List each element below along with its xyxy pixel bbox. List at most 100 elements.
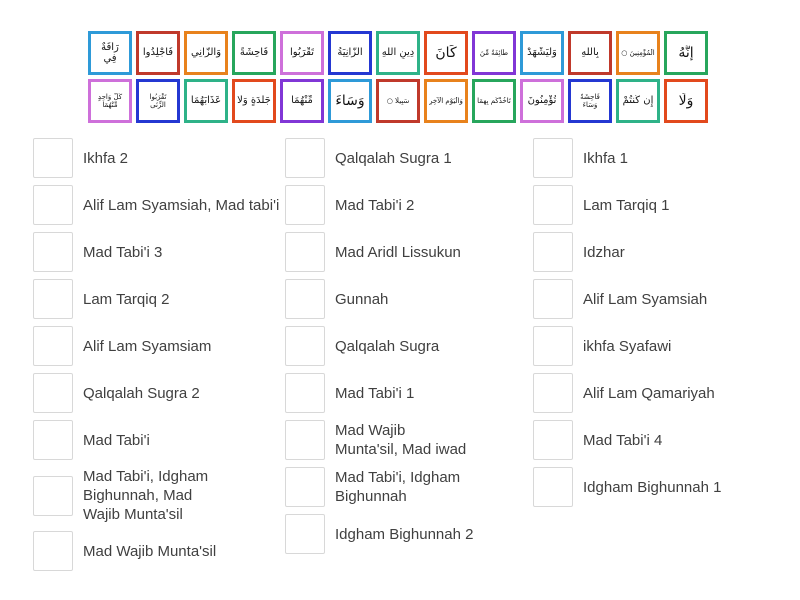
- match-item: Qalqalah Sugra 2: [33, 373, 291, 413]
- answer-label: Idgham Bighunnah 1: [583, 478, 722, 496]
- answer-label: Idzhar: [583, 243, 625, 261]
- quran-word-tile[interactable]: فَاجْلِدُوا: [136, 31, 180, 75]
- answer-column-1: Ikhfa 2 Alif Lam Syamsiah, Mad tabi'i Mad …: [33, 138, 291, 578]
- answer-drop-slot[interactable]: [285, 185, 325, 225]
- answer-label: Lam Tarqiq 2: [83, 290, 170, 308]
- match-item: Mad Tabi'i 3: [33, 232, 291, 272]
- quran-word-tile[interactable]: تَقْرَبُوا: [280, 31, 324, 75]
- quran-word-text: وَلْيَشْهَدْ: [527, 47, 557, 59]
- answer-column-3: Ikhfa 1 Lam Tarqiq 1 Idzhar Alif Lam Syamsi…: [533, 138, 791, 514]
- answer-drop-slot[interactable]: [33, 326, 73, 366]
- match-item: Mad Wajib Munta'sil, Mad iwad: [285, 420, 543, 460]
- quran-word-tile[interactable]: سَبِيلًا ○: [376, 79, 420, 123]
- quran-word-text: وَسَاءَ: [335, 92, 365, 109]
- answer-drop-slot[interactable]: [285, 326, 325, 366]
- answer-drop-slot[interactable]: [533, 373, 573, 413]
- match-item: Idgham Bighunnah 1: [533, 467, 791, 507]
- answer-drop-slot[interactable]: [33, 138, 73, 178]
- quran-word-tile[interactable]: وَالزَّانِي: [184, 31, 228, 75]
- quran-word-tile[interactable]: بِاللَّهِ: [568, 31, 612, 75]
- quran-word-text: إِن كُنتُمْ: [622, 95, 654, 107]
- quran-word-tile[interactable]: إِن كُنتُمْ: [616, 79, 660, 123]
- quran-word-tile[interactable]: مِّنْهُمَا: [280, 79, 324, 123]
- quran-word-tile[interactable]: جَلْدَةٍ وَلَا: [232, 79, 276, 123]
- answer-label: Alif Lam Qamariyah: [583, 384, 715, 402]
- quran-word-text: تَقْرَبُوا الزِّنَى: [149, 92, 167, 109]
- quran-word-tile[interactable]: كُلَّ وَاحِدٍ مِّنْهُمَا: [88, 79, 132, 123]
- match-item: Mad Tabi'i: [33, 420, 291, 460]
- quran-word-text: جَلْدَةٍ وَلَا: [237, 95, 271, 107]
- answer-label: Mad Wajib Munta'sil: [83, 542, 217, 560]
- quran-word-text: رَأْفَةٌ فِي: [101, 41, 119, 65]
- answer-drop-slot[interactable]: [33, 420, 73, 460]
- quran-word-tile[interactable]: الْمُؤْمِنِينَ ○: [616, 31, 660, 75]
- quran-word-text: فَاجْلِدُوا: [142, 47, 174, 59]
- quran-word-tile[interactable]: إِنَّهُ: [664, 31, 708, 75]
- answer-drop-slot[interactable]: [33, 373, 73, 413]
- answer-drop-slot[interactable]: [33, 185, 73, 225]
- match-item: Alif Lam Syamsiam: [33, 326, 291, 366]
- quran-word-tile[interactable]: فَاحِشَةً: [232, 31, 276, 75]
- answer-label: Idgham Bighunnah 2: [335, 525, 474, 543]
- quran-word-text: مِّنْهُمَا: [291, 95, 313, 107]
- answer-label: Ikhfa 2: [83, 149, 129, 167]
- quran-word-tile[interactable]: وَسَاءَ: [328, 79, 372, 123]
- answer-drop-slot[interactable]: [533, 420, 573, 460]
- quran-word-text: إِنَّهُ: [678, 44, 694, 61]
- answer-label: Mad Tabi'i 1: [335, 384, 415, 402]
- quran-word-text: بِاللَّهِ: [581, 47, 599, 59]
- quran-word-text: الْمُؤْمِنِينَ ○: [621, 48, 655, 57]
- answer-label: Mad Tabi'i, Idgham Bighunnah, Mad Wajib …: [83, 468, 209, 523]
- quran-word-tile[interactable]: وَلَا: [664, 79, 708, 123]
- match-item: Lam Tarqiq 1: [533, 185, 791, 225]
- answer-drop-slot[interactable]: [533, 185, 573, 225]
- answer-label: Alif Lam Syamsiam: [83, 337, 212, 355]
- answer-drop-slot[interactable]: [33, 279, 73, 319]
- answer-label: Alif Lam Syamsiah, Mad tabi'i: [83, 196, 280, 214]
- answer-label: Mad Tabi'i, Idgham Bighunnah: [335, 469, 461, 505]
- quran-word-tile[interactable]: طَائِفَةٌ مِّنَ: [472, 31, 516, 75]
- answer-drop-slot[interactable]: [285, 467, 325, 507]
- match-item: Alif Lam Qamariyah: [533, 373, 791, 413]
- answer-label: Lam Tarqiq 1: [583, 196, 670, 214]
- answer-drop-slot[interactable]: [533, 232, 573, 272]
- quran-word-text: عَذَابَهُمَا: [190, 95, 222, 107]
- answer-drop-slot[interactable]: [285, 232, 325, 272]
- quran-word-tile[interactable]: وَالْيَوْمِ الْآخِرِ: [424, 79, 468, 123]
- answer-label: Alif Lam Syamsiah: [583, 290, 708, 308]
- quran-word-tile[interactable]: عَذَابَهُمَا: [184, 79, 228, 123]
- quran-word-tile[interactable]: رَأْفَةٌ فِي: [88, 31, 132, 75]
- quran-word-tile[interactable]: كَانَ: [424, 31, 468, 75]
- answer-drop-slot[interactable]: [33, 475, 73, 516]
- answer-drop-slot[interactable]: [533, 326, 573, 366]
- quran-word-tile[interactable]: تَأْخُذْكُم بِهِمَا: [472, 79, 516, 123]
- answer-drop-slot[interactable]: [533, 279, 573, 319]
- match-item: Idgham Bighunnah 2: [285, 514, 543, 554]
- match-item: Ikhfa 2: [33, 138, 291, 178]
- answer-label: Mad Aridl Lissukun: [335, 243, 461, 261]
- match-item: ikhfa Syafawi: [533, 326, 791, 366]
- quran-word-tile[interactable]: فَاحِشَةً وَسَاءَ: [568, 79, 612, 123]
- answer-drop-slot[interactable]: [285, 373, 325, 413]
- answer-drop-slot[interactable]: [33, 232, 73, 272]
- answer-label: Mad Tabi'i 3: [83, 243, 163, 261]
- quran-word-tile[interactable]: تُؤْمِنُونَ: [520, 79, 564, 123]
- answer-drop-slot[interactable]: [285, 138, 325, 178]
- answer-drop-slot[interactable]: [285, 514, 325, 554]
- quran-word-text: وَالْيَوْمِ الْآخِرِ: [429, 96, 463, 105]
- answer-label: Qalqalah Sugra: [335, 337, 440, 355]
- quran-word-text: وَالزَّانِي: [190, 47, 222, 59]
- quran-word-tile[interactable]: تَقْرَبُوا الزِّنَى: [136, 79, 180, 123]
- answer-label: Ikhfa 1: [583, 149, 629, 167]
- match-item: Gunnah: [285, 279, 543, 319]
- quran-word-tile[interactable]: الزَّانِيَةُ: [328, 31, 372, 75]
- answer-drop-slot[interactable]: [33, 531, 73, 571]
- answer-drop-slot[interactable]: [533, 467, 573, 507]
- quran-word-text: وَلَا: [678, 92, 694, 109]
- match-item: Idzhar: [533, 232, 791, 272]
- answer-drop-slot[interactable]: [285, 420, 325, 460]
- quran-word-tile[interactable]: دِينِ اللَّهِ: [376, 31, 420, 75]
- answer-drop-slot[interactable]: [533, 138, 573, 178]
- quran-word-tile[interactable]: وَلْيَشْهَدْ: [520, 31, 564, 75]
- answer-drop-slot[interactable]: [285, 279, 325, 319]
